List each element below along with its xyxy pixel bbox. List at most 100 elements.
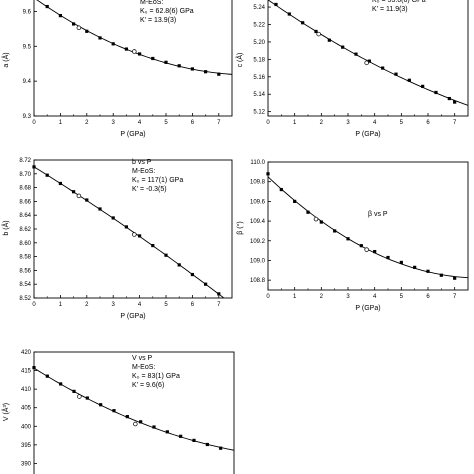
data-point — [413, 265, 417, 269]
data-point — [98, 207, 102, 211]
data-point — [266, 172, 270, 176]
plot-frame — [267, 0, 469, 117]
data-point — [32, 165, 36, 169]
data-point — [314, 29, 318, 34]
y-tick-label: 5.24 — [253, 5, 265, 11]
x-tick-label: 4 — [373, 120, 377, 126]
y-tick-label: 9.6 — [23, 9, 32, 15]
x-tick-label: 4 — [138, 120, 142, 126]
x-tick-label: 7 — [453, 294, 457, 300]
data-point-open — [364, 60, 369, 66]
data-point — [72, 389, 76, 393]
data-point — [346, 237, 350, 241]
data-point — [373, 250, 377, 254]
x-tick-label: 1 — [59, 120, 63, 126]
fit-curve — [34, 367, 234, 451]
data-point — [85, 396, 89, 400]
data-point — [151, 243, 155, 248]
data-point — [359, 244, 363, 248]
data-point — [319, 220, 323, 224]
x-tick-label: 1 — [59, 302, 63, 308]
y-tick-label: 5.22 — [253, 23, 265, 29]
x-tick-label: 7 — [217, 120, 221, 126]
data-point — [394, 72, 398, 76]
data-point — [179, 434, 183, 438]
data-point — [217, 72, 221, 76]
y-tick-label: 415 — [21, 369, 32, 375]
y-tick-label: 9.3 — [23, 114, 32, 120]
chart-panel-beta: 0 1 2 3 4 5 6 7 108.8 109.0 109.2 109.4 109.6 109.8 11… — [236, 160, 469, 312]
y-tick-label: 9.5 — [23, 44, 32, 50]
data-point — [217, 292, 221, 296]
y-tick-label: 8.60 — [19, 241, 31, 247]
data-point — [407, 78, 411, 82]
x-tick-label: 5 — [400, 120, 404, 126]
data-point-open — [77, 394, 82, 399]
y-tick-label: 395 — [21, 443, 32, 449]
x-tick-label: 0 — [266, 120, 270, 126]
data-point-open — [76, 25, 82, 31]
y-tick-label: 109.6 — [250, 199, 266, 205]
y-axis-title: V (Å³) — [1, 403, 10, 421]
data-point — [293, 199, 297, 203]
x-tick-label: 7 — [453, 120, 457, 126]
data-point — [306, 210, 310, 214]
x-tick-label: 1 — [293, 294, 297, 300]
y-tick-label: 420 — [21, 350, 32, 356]
fit-curve — [268, 0, 468, 106]
plot-frame — [33, 0, 233, 117]
data-point — [453, 100, 457, 104]
annotation-line: K' = 9.6(6) — [132, 382, 164, 389]
data-point — [85, 198, 89, 202]
data-point — [45, 4, 49, 9]
y-tick-label: 8.62 — [19, 227, 31, 233]
data-point — [124, 47, 128, 51]
data-point — [177, 263, 181, 267]
y-tick-label: 400 — [21, 424, 32, 430]
y-tick-label: 5.14 — [253, 92, 265, 98]
x-tick-label: 2 — [85, 302, 89, 308]
data-point — [58, 14, 62, 18]
data-point — [190, 272, 194, 277]
y-tick-label: 109.2 — [250, 239, 266, 245]
annotation-line: K' = -0.3(5) — [132, 186, 167, 193]
data-point — [426, 269, 430, 273]
chart-panel-a: 0 1 2 3 4 5 6 7 9.3 9.4 9.5 9.6 P (GPa) a (Å) M-EoS: K₀… — [1, 0, 233, 138]
x-tick-label: 4 — [138, 302, 142, 308]
y-tick-label: 8.68 — [19, 186, 31, 192]
data-point — [333, 229, 337, 233]
data-point — [453, 276, 457, 280]
y-tick-label: 8.56 — [19, 268, 31, 274]
fit-curve — [34, 166, 225, 298]
data-point — [72, 190, 76, 194]
y-tick-label: 410 — [21, 387, 32, 393]
plot-frame — [267, 161, 469, 291]
annotation-line: K' = 13.9(3) — [140, 17, 176, 24]
y-tick-label: 109.8 — [250, 180, 266, 186]
data-point — [439, 273, 443, 277]
x-tick-label: 3 — [346, 294, 350, 300]
data-point — [164, 60, 168, 64]
data-point-open — [76, 193, 82, 199]
y-tick-label: 5.12 — [253, 110, 265, 116]
data-point — [421, 84, 425, 88]
data-point-open — [132, 232, 137, 237]
data-point — [152, 425, 156, 429]
chart-panel-b: 0 1 2 3 4 5 6 7 8.52 8.54 8.56 8.58 8.60 8.62 8.64 8.66… — [1, 158, 233, 320]
x-tick-label: 6 — [191, 120, 195, 126]
x-tick-label: 5 — [164, 120, 168, 126]
chart-panel-V: 385390395400405410415420V (Å³)V vs PM-Eo… — [1, 350, 235, 474]
data-point — [341, 45, 345, 49]
y-tick-label: 390 — [21, 461, 32, 467]
x-tick-label: 2 — [320, 294, 324, 300]
y-tick-label: 8.70 — [19, 172, 31, 178]
annotation-line: K₀ = 62.8(6) GPa — [140, 8, 194, 15]
data-point-open — [316, 31, 321, 37]
annotation-line: K' = 11.9(3) — [372, 6, 408, 13]
x-tick-label: 0 — [32, 120, 36, 126]
fit-curve — [268, 176, 468, 279]
annotation-line: K₀ = 83(1) GPa — [132, 373, 180, 380]
x-axis-title: P (GPa) — [355, 131, 380, 138]
x-tick-label: 5 — [164, 302, 168, 308]
